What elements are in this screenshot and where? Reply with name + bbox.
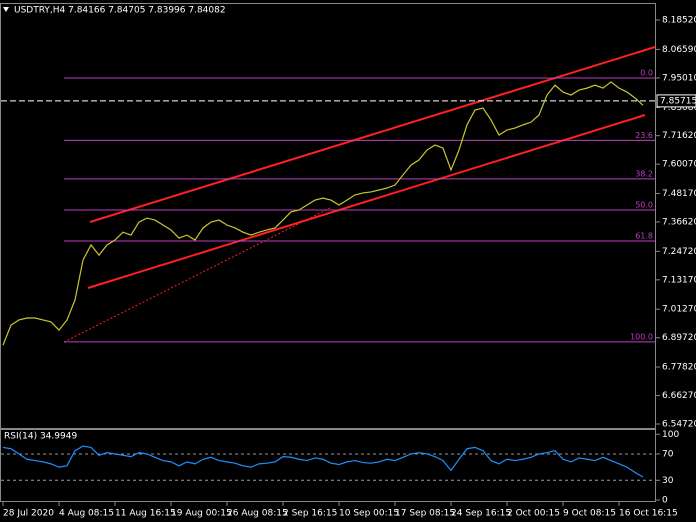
x-tick-label: 19 Aug 00:15 (171, 509, 232, 519)
y-tick-label: 8.18520 (662, 15, 696, 25)
current-price-box (656, 94, 696, 108)
y-tick-label: 30 (662, 476, 674, 486)
fib-label: 100.0 (630, 332, 653, 341)
rsi-title: RSI(14) 34.9949 (4, 432, 77, 442)
y-tick-label: 7.24720 (662, 247, 696, 257)
x-tick-label: 2 Sep 16:15 (283, 509, 337, 519)
y-tick-label: 7.60070 (662, 160, 696, 170)
y-tick-label: 100 (662, 430, 679, 440)
y-tick-label: 8.06590 (662, 45, 696, 55)
y-tick-label: 7.36620 (662, 218, 696, 228)
fib-label: 23.6 (635, 131, 653, 140)
x-tick-label: 26 Aug 08:15 (227, 509, 288, 519)
channel-lower (87, 114, 646, 289)
y-tick-label: 7.01270 (662, 305, 696, 315)
y-tick-label: 0 (662, 496, 668, 506)
layer: 8.18520 8.06590 7.95010 7.83080 7.71620 7.600… (1, 15, 696, 519)
y-tick-label: 6.54720 (662, 420, 696, 430)
x-tick-label: 28 Jul 2020 (3, 509, 54, 519)
chart-title: USDTRY,H4 7.84166 7.84705 7.83996 7.8408… (14, 6, 226, 16)
fib-label: 61.8 (635, 232, 653, 241)
main-frame (0, 3, 656, 429)
price-line (2, 81, 644, 346)
y-tick-label: 6.77820 (662, 363, 696, 373)
x-tick-label: 11 Aug 16:15 (115, 509, 176, 519)
fib-label: 0.0 (640, 69, 653, 78)
y-tick-label: 6.66270 (662, 391, 696, 401)
y-tick-label: 7.95010 (662, 73, 696, 83)
y-tick-label: 7.71620 (662, 131, 696, 141)
fib-label: 50.0 (635, 200, 653, 209)
y-tick-label: 70 (662, 449, 674, 459)
y-tick-label: 7.13170 (662, 275, 696, 285)
y-tick-label: 7.48170 (662, 189, 696, 199)
current-price-label: 7.85715 (660, 96, 696, 106)
symbol-arrow (3, 7, 9, 12)
channel-upper (89, 46, 656, 223)
x-tick-label: 17 Sep 08:15 (395, 509, 455, 519)
x-tick-label: 2 Oct 00:15 (507, 509, 560, 519)
channel-base (63, 207, 331, 343)
x-tick-label: 9 Oct 08:15 (563, 509, 616, 519)
fib-label: 38.2 (635, 169, 653, 178)
x-tick-label: 16 Oct 16:15 (619, 509, 678, 519)
x-tick-label: 4 Aug 08:15 (59, 509, 114, 519)
x-tick-label: 24 Sep 16:15 (451, 509, 511, 519)
y-tick-label: 7.83080 (662, 103, 696, 113)
y-tick-label: 6.89720 (662, 333, 696, 343)
rsi-line (2, 445, 644, 478)
x-tick-label: 10 Sep 00:15 (339, 509, 399, 519)
